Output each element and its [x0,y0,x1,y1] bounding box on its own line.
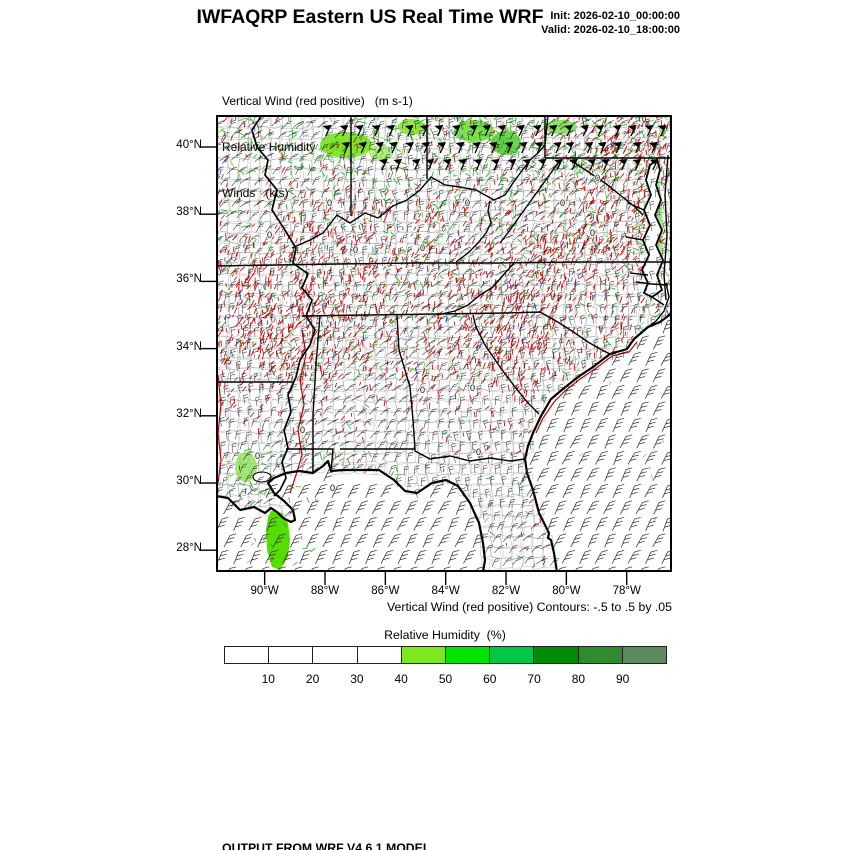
colorbar-segment [534,647,579,663]
colorbar-boundary-label: 70 [527,672,541,686]
run-times: Init: 2026-02-10_00:00:00 Valid: 2026-02… [541,9,680,37]
vertical-wind-weak-stipple [216,122,672,523]
colorbar-segment [401,647,447,663]
lat-tick-label: 28°N [176,542,202,555]
colorbar-segment [578,647,623,663]
zero-contour-label: 0 [330,483,335,493]
zero-contour-label: 0 [470,383,475,393]
colorbar-segment [446,647,491,663]
lon-tick-label: 84°W [431,585,460,597]
colorbar [224,646,667,664]
colorbar-boundary-label: 50 [438,672,453,686]
valid-time: Valid: 2026-02-10_18:00:00 [541,24,680,36]
coastline [216,312,672,572]
zero-contour-label: 0 [267,230,272,240]
zero-contour-label: 0 [476,447,481,457]
colorbar-boundary-label: 30 [350,672,364,686]
map-frame [216,115,672,572]
wind-barb-pennants [322,125,666,164]
lat-tick-label: 40°N [176,139,202,151]
zero-contour-label: 0 [420,243,425,253]
zero-contour-label: 0 [300,425,305,435]
map-canvas: 0 0 0 0 0 0 0 0 0 0 0 0 0 0 [216,115,672,572]
lon-tick-label: 82°W [491,585,521,597]
zero-contour-label: 0 [465,198,470,208]
lat-tick-label: 36°N [176,273,202,286]
lon-tick-label: 88°W [310,585,340,597]
footer-model-line: OUTPUT FROM WRF V4.6.1 MODEL [222,841,431,850]
lat-tick-label: 38°N [176,206,202,219]
colorbar-segment [269,647,314,663]
colorbar-boundary-label: 40 [394,672,408,686]
lon-tick-label: 78°W [612,585,641,597]
colorbar-boundary-label: 80 [571,672,586,686]
lat-tick-label: 30°N [176,475,202,487]
rh-patch [369,145,393,161]
init-time: Init: 2026-02-10_00:00:00 [550,10,680,22]
model-footer: OUTPUT FROM WRF V4.6.1 MODEL WE = 1000 ;… [222,811,748,850]
contour-caption: Vertical Wind (red positive) Contours: -… [386,600,672,614]
lat-tick-label: 32°N [176,407,202,420]
zero-contour-label: 0 [327,198,332,208]
zero-contour-label: 0 [590,228,595,238]
zero-contour-label: 0 [595,173,600,183]
wind-barbs-strong [325,124,667,171]
zero-contour-label: 0 [255,451,260,461]
lat-tick-label: 34°N [176,340,202,353]
zero-contour-label: 0 [560,198,565,208]
zero-contour-label: 0 [353,245,358,255]
state-boundaries [216,115,672,473]
lon-tick-label: 86°W [371,585,400,597]
colorbar-boundary-label: 20 [305,672,320,686]
rh-patch [235,452,257,482]
zero-contour-label: 0 [420,385,425,395]
legend-line-vertical-wind: Vertical Wind (red positive) (m s-1) [222,93,413,108]
colorbar-segment [357,647,402,663]
colorbar-boundary-label: 90 [616,672,630,686]
colorbar-title: Relative Humidity (%) [384,628,506,642]
mississippi-river [251,115,316,497]
lon-tick-label: 80°W [552,585,581,597]
colorbar-segment [490,647,535,663]
lon-tick-label: 90°W [250,585,279,597]
colorbar-boundary-label: 10 [261,672,275,686]
page-title: IWFAQRP Eastern US Real Time WRF [196,6,544,28]
colorbar-segment [622,647,667,663]
colorbar-boundary-label: 60 [483,672,497,686]
colorbar-segment [313,647,358,663]
colorbar-segment [225,647,270,663]
